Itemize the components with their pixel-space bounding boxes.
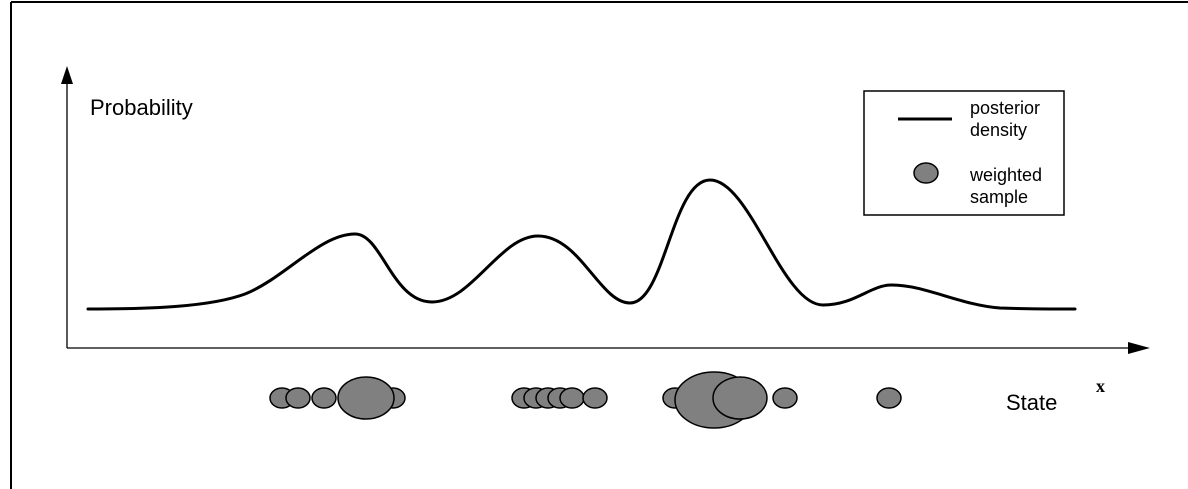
legend-sample-label-line2: sample [970,187,1028,207]
sample-cluster-2 [511,387,608,409]
weighted-sample [285,387,311,409]
x-axis-arrowhead [1128,342,1150,354]
weighted-sample-large [712,376,768,420]
posterior-density-curve [86,178,1077,311]
y-axis-arrowhead [61,66,73,84]
legend-posterior-label-line2: density [970,120,1027,140]
sample-cluster-3 [662,371,798,429]
legend: posterior density weighted sample [863,90,1065,216]
weighted-sample [559,387,585,409]
weighted-sample [876,387,902,409]
weighted-sample [311,387,337,409]
legend-box [863,90,1065,216]
sample-cluster-1 [269,376,406,420]
legend-sample-label-line1: weighted [969,165,1042,185]
weighted-sample-large [337,376,395,420]
x-axis-label: State [1006,390,1057,415]
weighted-sample [582,387,608,409]
legend-sample-swatch [913,162,939,184]
x-variable-symbol: x [1096,376,1105,396]
sample-cluster-4 [876,387,902,409]
weighted-sample [772,387,798,409]
y-axis-label: Probability [90,95,193,120]
legend-posterior-label-line1: posterior [970,98,1040,118]
